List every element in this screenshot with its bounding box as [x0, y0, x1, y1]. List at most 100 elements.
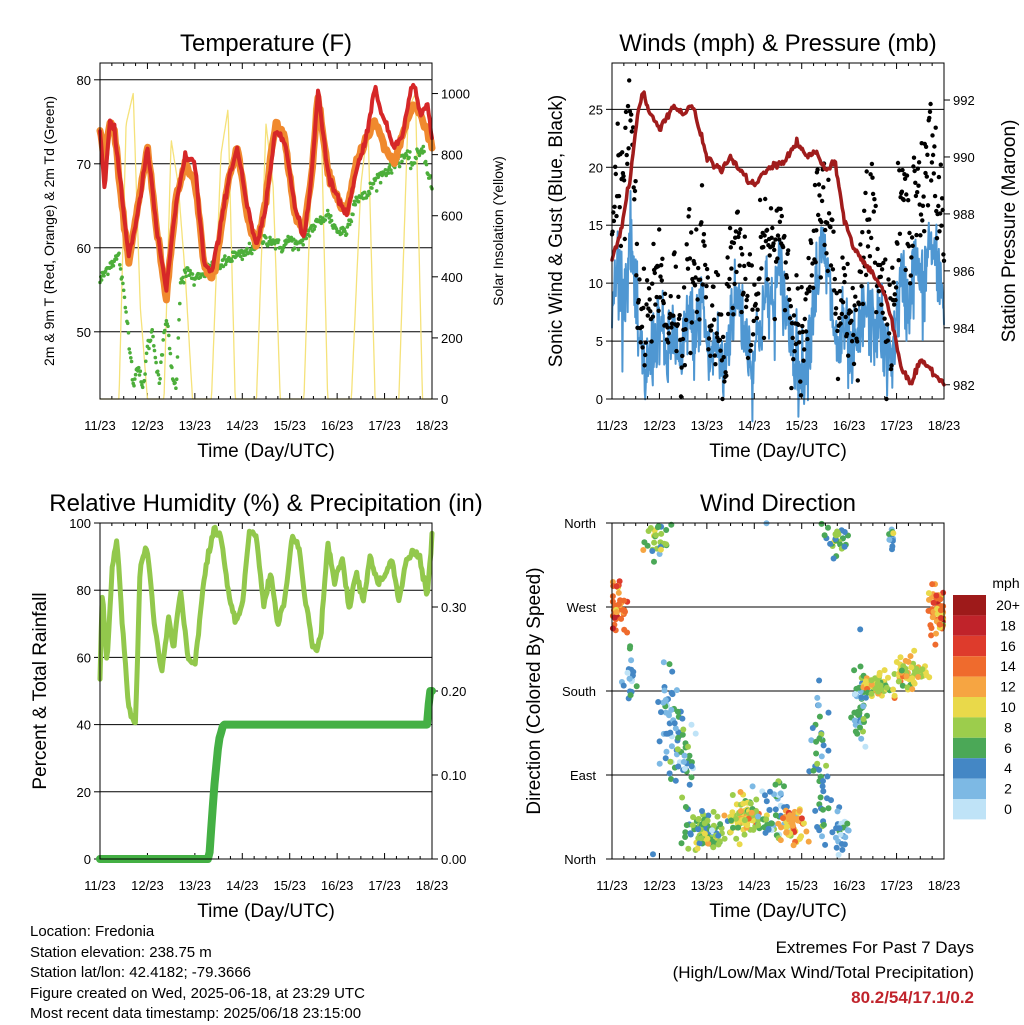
series-td-point — [304, 236, 309, 241]
series-gust-point — [702, 243, 707, 248]
direction-point — [813, 750, 820, 757]
direction-point — [654, 524, 661, 531]
y-axis-tick-label: 5 — [596, 334, 603, 349]
direction-point — [647, 525, 654, 531]
direction-point — [667, 758, 674, 765]
direction-point — [923, 672, 930, 678]
series-td-point — [323, 218, 328, 222]
series-gust-point — [676, 294, 681, 299]
series-gust-point — [924, 174, 929, 179]
x-tick-label: 15/23 — [785, 418, 818, 433]
series-gust-point — [786, 286, 792, 292]
direction-point — [835, 531, 842, 538]
series-td-point — [238, 251, 242, 256]
direction-point — [772, 806, 779, 813]
series-gust-point — [712, 353, 717, 358]
series-td-point — [272, 241, 277, 246]
direction-point — [621, 626, 628, 633]
series-gust-point — [643, 340, 648, 345]
plot-border — [611, 522, 945, 860]
legend-swatch — [953, 595, 986, 616]
y2-axis-tick-label: 990 — [953, 150, 975, 165]
direction-point — [815, 702, 822, 709]
series-gust-point — [747, 252, 753, 257]
y2-axis-tick-label: 992 — [953, 93, 975, 108]
series-gust-point — [725, 255, 730, 260]
series-gust-point — [864, 169, 869, 174]
series-gust-point — [846, 353, 851, 358]
series-gust-point — [796, 322, 801, 327]
x-tick-label: 15/23 — [273, 418, 306, 433]
series-gust-point — [778, 206, 783, 212]
direction-point — [663, 748, 670, 755]
y-axis-tick-label: 40 — [77, 718, 91, 733]
direction-point — [750, 826, 757, 833]
direction-point — [885, 674, 891, 681]
series-gust-point — [722, 379, 727, 384]
series-gust-point — [683, 327, 688, 332]
series-gust-point — [933, 125, 938, 130]
direction-point — [747, 800, 754, 807]
series-gust-point — [697, 277, 703, 282]
direction-point — [695, 816, 702, 823]
y2-axis-tick-label: 982 — [953, 378, 975, 393]
chart-panel-3: Relative Humidity (%) & Precipitation (i… — [30, 490, 483, 922]
direction-point — [609, 598, 616, 605]
x-axis-label: Time (Day/UTC) — [709, 441, 847, 462]
direction-point — [789, 822, 796, 829]
series-td-point — [374, 189, 379, 193]
series-gust-point — [802, 347, 807, 352]
direction-point — [682, 804, 689, 810]
direction-point — [824, 773, 831, 780]
direction-point — [819, 833, 825, 840]
direction-point — [715, 832, 722, 839]
series-gust-point — [812, 182, 818, 188]
direction-point — [680, 758, 687, 765]
series-td-point — [182, 280, 186, 285]
direction-point — [674, 708, 681, 715]
direction-point — [657, 546, 664, 553]
series-gust-point — [908, 281, 913, 286]
x-tick-label: 16/23 — [833, 418, 866, 433]
series-gust-point — [936, 203, 941, 209]
direction-point — [816, 827, 823, 834]
series-td-point — [313, 224, 317, 229]
direction-point — [613, 609, 620, 616]
series-td-point — [367, 191, 372, 196]
y-axis-tick-label: 0 — [596, 392, 603, 407]
series-gust-point — [738, 245, 744, 251]
direction-point — [626, 675, 633, 682]
series-td-point — [161, 338, 165, 342]
series-gust-point — [701, 232, 707, 237]
series-td-point — [140, 385, 145, 390]
direction-point — [832, 834, 839, 841]
series-gust-point — [695, 297, 700, 302]
y-axis-tick-label: North — [564, 852, 596, 867]
series-gust-point — [922, 229, 927, 234]
y-axis-tick-label: 15 — [589, 218, 603, 233]
y-axis-tick-label: 20 — [589, 160, 603, 175]
x-tick-label: 13/23 — [691, 878, 724, 893]
y-axis-tick-label: 60 — [77, 650, 91, 665]
series-gust-point — [909, 235, 915, 240]
direction-point — [729, 792, 736, 798]
series-gust-point — [717, 337, 723, 343]
direction-point — [911, 647, 918, 654]
y-axis-tick-label: 80 — [77, 73, 91, 88]
series-gust-point — [784, 275, 790, 280]
series-td-point — [352, 199, 357, 204]
series-gust-point — [751, 318, 756, 324]
series-gust-point — [907, 230, 912, 236]
direction-point — [933, 592, 940, 599]
direction-point — [821, 532, 828, 539]
direction-point — [854, 730, 861, 737]
direction-point — [786, 812, 793, 819]
series-gust-point — [932, 144, 937, 149]
direction-point — [737, 808, 744, 814]
series-td-point — [173, 381, 177, 385]
series-gust-point — [860, 230, 865, 235]
x-tick-label: 12/23 — [643, 418, 676, 433]
series-gust-point — [916, 183, 921, 188]
series-td-point — [155, 369, 160, 374]
series-gust-point — [928, 101, 933, 107]
